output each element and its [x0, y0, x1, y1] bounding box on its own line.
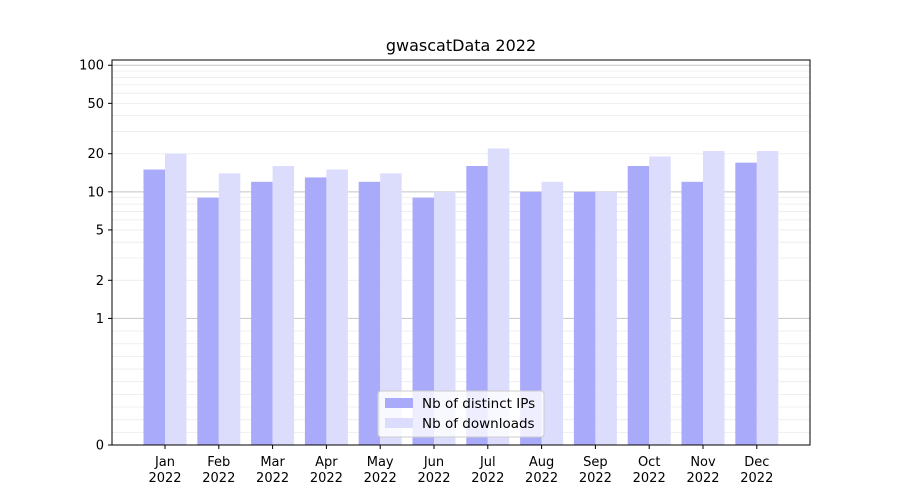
x-tick-label-month: Aug: [529, 455, 554, 470]
bar-downloads-jul: [487, 148, 510, 445]
bar-downloads-may: [380, 173, 402, 445]
bars: [143, 148, 779, 446]
legend-label: Nb of distinct IPs: [422, 396, 535, 412]
legend: Nb of distinct IPs Nb of downloads: [377, 390, 545, 438]
bar-distinct-ips-sep: [573, 191, 596, 445]
x-tick-label-month: Jan: [154, 455, 175, 470]
bar-downloads-mar: [272, 165, 295, 446]
bar-downloads-jun: [434, 191, 456, 445]
x-tick-label-month: May: [367, 455, 394, 470]
x-tick-label-month: Apr: [315, 455, 338, 470]
bar-downloads-aug: [541, 181, 564, 445]
x-tick-label-year: 2022: [686, 471, 719, 486]
x-tick-label-year: 2022: [310, 471, 343, 486]
legend-box: [377, 390, 545, 438]
x-tick-label-month: Dec: [744, 455, 769, 470]
legend-swatch: [385, 398, 413, 408]
y-tick-label: 100: [79, 59, 104, 74]
x-tick-label-month: Feb: [207, 455, 230, 470]
x-axis: Jan2022Feb2022Mar2022Apr2022May2022Jun20…: [148, 445, 773, 486]
bar-distinct-ips-mar: [251, 181, 273, 445]
bar-downloads-feb: [218, 173, 241, 445]
y-tick-label: 1: [96, 312, 104, 327]
y-tick-label: 20: [87, 147, 104, 162]
y-axis: 0 1 2 5 10 20 50 100: [79, 59, 112, 454]
bar-distinct-ips-jul: [466, 165, 488, 446]
bar-distinct-ips-feb: [197, 197, 219, 445]
y-tick-label: 5: [96, 223, 104, 238]
chart-title: gwascatData 2022: [386, 36, 536, 55]
x-tick-label-year: 2022: [202, 471, 235, 486]
x-tick-label-month: Mar: [260, 455, 285, 470]
x-tick-label-month: Oct: [638, 455, 660, 470]
x-tick-label-year: 2022: [633, 471, 666, 486]
x-tick-label-month: Jul: [479, 455, 496, 470]
x-tick-label-year: 2022: [256, 471, 289, 486]
bar-downloads-dec: [756, 151, 779, 445]
bar-distinct-ips-may: [358, 181, 381, 445]
y-tick-label: 0: [96, 439, 104, 454]
x-tick-label-year: 2022: [417, 471, 450, 486]
bar-downloads-oct: [649, 156, 671, 446]
bar-downloads-jan: [165, 153, 187, 446]
plot-frame: [111, 59, 811, 446]
x-tick-label-year: 2022: [740, 471, 773, 486]
legend-swatch: [385, 418, 413, 428]
x-tick-label-year: 2022: [148, 471, 181, 486]
x-tick-label-month: Nov: [690, 455, 716, 470]
x-tick-label-year: 2022: [364, 471, 397, 486]
y-tick-label: 2: [96, 274, 104, 289]
bar-distinct-ips-jun: [412, 197, 434, 445]
bar-downloads-apr: [326, 169, 348, 445]
bar-downloads-sep: [595, 191, 617, 445]
bar-distinct-ips-jan: [143, 169, 165, 445]
bar-distinct-ips-apr: [304, 177, 327, 446]
x-tick-label-year: 2022: [579, 471, 612, 486]
x-tick-label-month: Jun: [423, 455, 444, 470]
y-tick-label: 50: [87, 97, 104, 112]
bar-distinct-ips-aug: [520, 191, 542, 445]
x-tick-label-month: Sep: [583, 455, 608, 470]
bar-downloads-nov: [703, 151, 725, 445]
x-tick-label-year: 2022: [525, 471, 558, 486]
y-tick-label: 10: [87, 185, 104, 200]
bar-distinct-ips-dec: [735, 162, 757, 445]
bar-distinct-ips-nov: [681, 181, 703, 445]
x-tick-label-year: 2022: [471, 471, 504, 486]
legend-label: Nb of downloads: [422, 416, 535, 432]
bar-distinct-ips-oct: [627, 165, 650, 446]
